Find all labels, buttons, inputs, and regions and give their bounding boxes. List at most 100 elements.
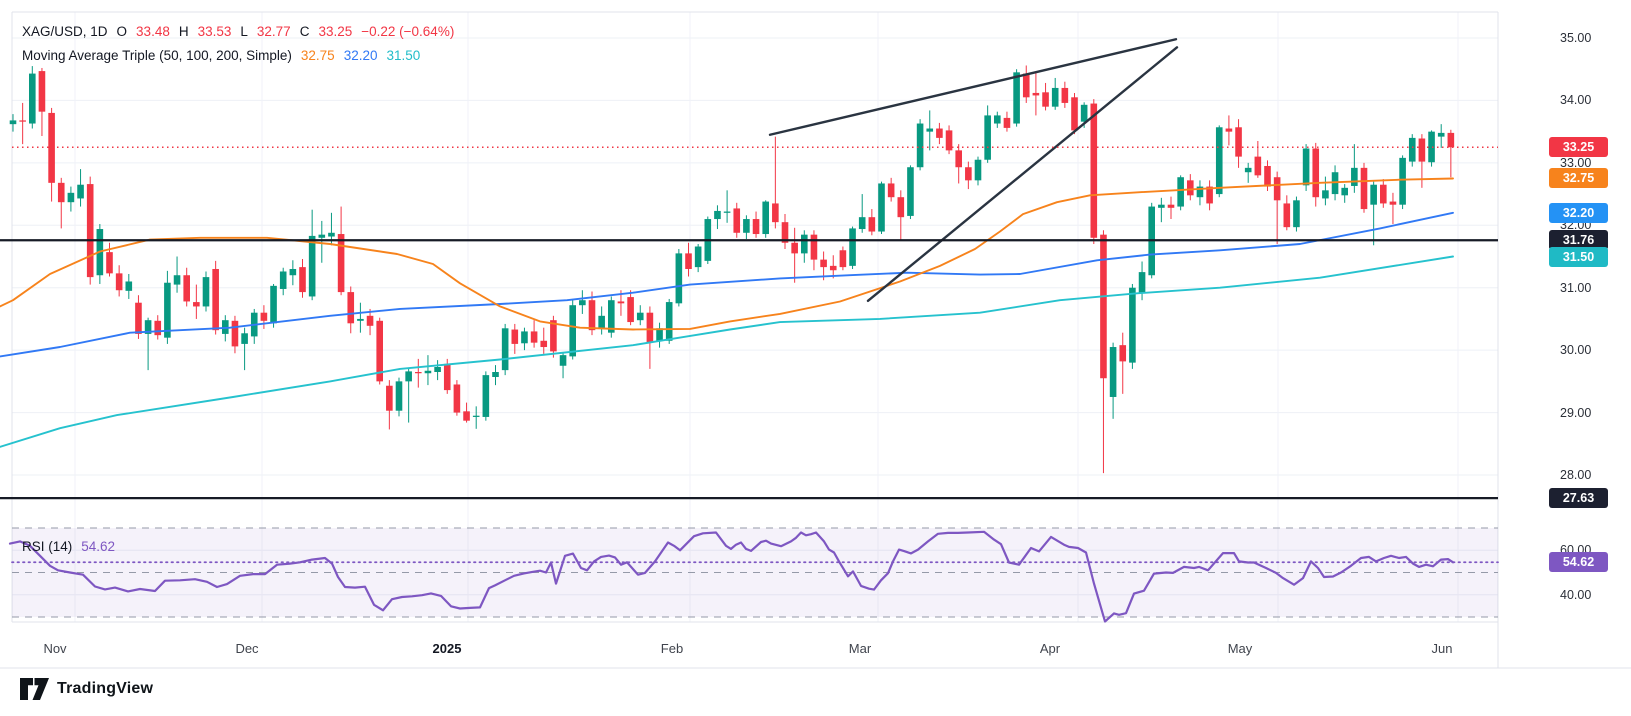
- tradingview-logo[interactable]: TradingView: [20, 678, 153, 700]
- candle-body: [723, 211, 731, 213]
- candle-body: [482, 375, 490, 417]
- candle-body: [1312, 148, 1320, 198]
- candle-body: [955, 150, 962, 168]
- candle-body: [868, 217, 876, 232]
- candle-body: [907, 167, 914, 216]
- month-label-2025: 2025: [432, 641, 462, 656]
- price-tick-label: 29.00: [1560, 405, 1592, 420]
- candle-body: [1399, 157, 1406, 205]
- candle-body: [762, 201, 769, 235]
- trendline: [866, 46, 1179, 303]
- price-axis-badge-32.20: 32.20: [1549, 202, 1608, 223]
- ma200-line: [0, 255, 1454, 448]
- candle-body: [270, 285, 277, 324]
- candle-body: [521, 331, 528, 344]
- candle-body: [1061, 87, 1069, 103]
- candle-body: [781, 222, 789, 243]
- rsi-legend[interactable]: RSI (14) 54.62: [22, 539, 115, 554]
- candle-body: [434, 367, 441, 373]
- candle-body: [1408, 137, 1416, 162]
- candle-body: [820, 259, 827, 268]
- symbol-legend-part: L: [240, 24, 248, 39]
- rsi-line: [8, 530, 1455, 623]
- candle-body: [77, 184, 84, 199]
- candle-body: [994, 115, 1001, 124]
- candle-body: [29, 73, 36, 124]
- candle-body: [569, 305, 576, 357]
- candle-body: [202, 277, 210, 307]
- candle-body: [1158, 204, 1165, 208]
- candle-body: [1119, 345, 1127, 362]
- candle-body: [801, 234, 808, 254]
- candle-body: [1447, 132, 1455, 148]
- candle-body: [299, 267, 306, 293]
- candle-body: [453, 384, 461, 413]
- month-label-apr: Apr: [1039, 641, 1061, 656]
- tradingview-logo-icon: [20, 678, 49, 700]
- candle-body: [829, 265, 837, 271]
- candle-body: [1003, 117, 1011, 128]
- candle-body: [1283, 203, 1291, 228]
- candle-body: [241, 333, 248, 344]
- candle-body: [386, 385, 393, 411]
- candle-body: [115, 273, 123, 291]
- candle-body: [424, 370, 432, 374]
- candle-body: [1013, 72, 1020, 124]
- candle-body: [1244, 167, 1252, 173]
- candle-body: [1109, 347, 1117, 397]
- candle-body: [1196, 186, 1204, 198]
- ma-legend-part: Moving Average Triple (50, 100, 200, Sim…: [22, 48, 292, 63]
- candle-body: [1389, 201, 1397, 205]
- candle-body: [849, 228, 856, 266]
- candle-body: [1080, 104, 1088, 122]
- candle-body: [86, 184, 94, 278]
- candle-body: [1215, 127, 1223, 195]
- candle-body: [579, 300, 586, 306]
- candle-body: [106, 252, 113, 274]
- month-label-jun: Jun: [1431, 641, 1453, 656]
- candle-body: [1129, 287, 1136, 363]
- candle-body: [1428, 131, 1435, 163]
- candle-body: [492, 372, 499, 377]
- candle-body: [1273, 177, 1281, 201]
- candle-body: [366, 315, 374, 326]
- price-axis-badge-31.50: 31.50: [1549, 246, 1608, 267]
- candle-body: [67, 192, 75, 203]
- price-tick-label: 30.00: [1560, 343, 1592, 358]
- candle-body: [1032, 92, 1040, 96]
- candle-body: [926, 128, 934, 132]
- price-axis-badge-54.62: 54.62: [1549, 552, 1608, 573]
- candle-body: [337, 234, 345, 293]
- candle-body: [9, 120, 17, 125]
- symbol-legend-part: −0.22 (−0.64%): [361, 24, 455, 39]
- candle-body: [183, 275, 190, 302]
- ma-legend-part: 31.50: [386, 48, 421, 63]
- symbol-legend-part: C: [299, 24, 310, 39]
- ma100-line: [0, 211, 1454, 358]
- symbol-legend-part: 32.77: [256, 24, 291, 39]
- price-tick-label: 33.00: [1560, 155, 1592, 170]
- month-label-dec: Dec: [235, 641, 259, 656]
- ma-legend-part: 32.20: [343, 48, 378, 63]
- ma-triple-legend[interactable]: Moving Average Triple (50, 100, 200, Sim…: [22, 48, 420, 63]
- candle-body: [376, 320, 383, 382]
- candle-body: [598, 315, 605, 329]
- price-axis-badge-31.76: 31.76: [1549, 230, 1608, 251]
- candle-body: [260, 312, 268, 321]
- symbol-ohlc-legend[interactable]: XAG/USD, 1D O 33.48 H 33.53 L 32.77 C 33.25 −0.22…: [22, 24, 454, 39]
- candle-body: [916, 123, 924, 168]
- candle-body: [743, 219, 750, 233]
- candle-body: [810, 234, 818, 260]
- candle-body: [1302, 148, 1310, 186]
- candle-body: [1100, 234, 1107, 379]
- candle-body: [463, 411, 470, 421]
- candle-body: [57, 182, 65, 203]
- candle-body: [1022, 73, 1030, 98]
- candle-body: [559, 355, 567, 366]
- candle-body: [646, 312, 654, 343]
- symbol-legend-part: O: [116, 24, 128, 39]
- candle-body: [308, 235, 316, 297]
